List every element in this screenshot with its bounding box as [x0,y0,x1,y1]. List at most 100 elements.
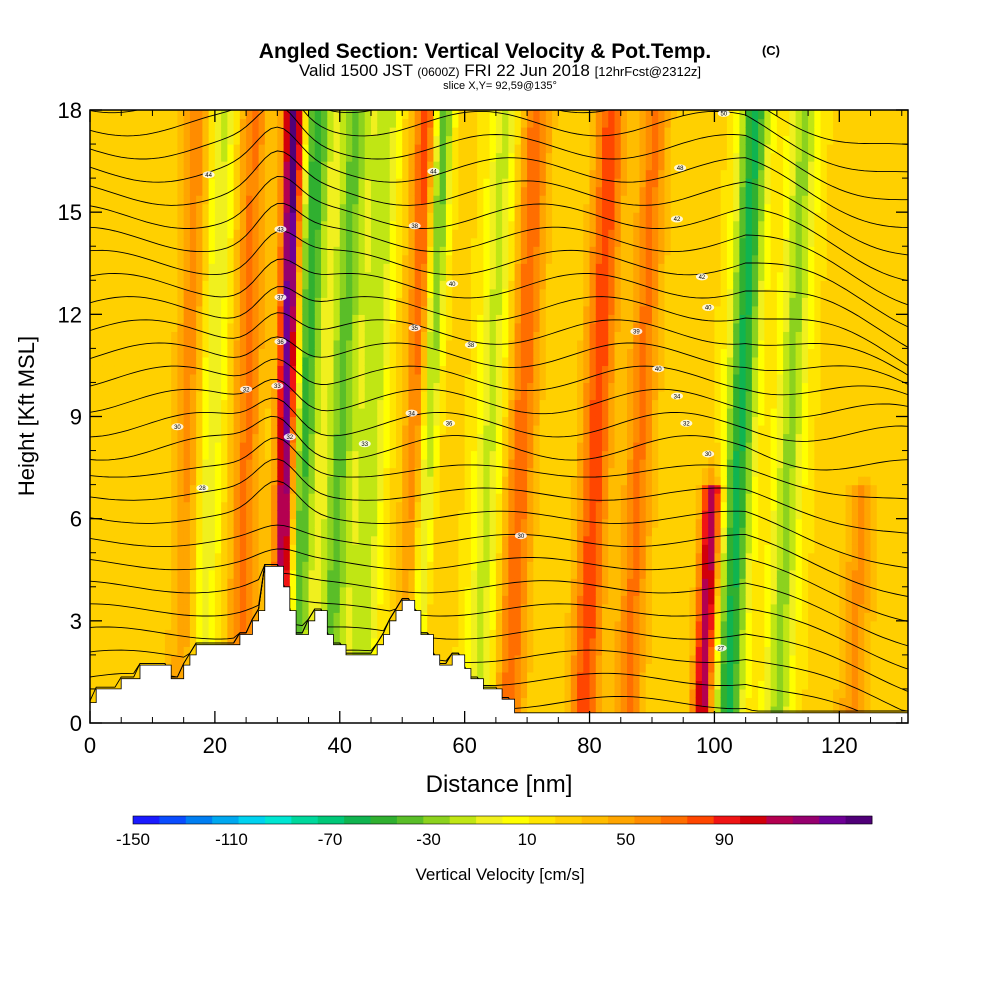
contour-label: 28 [199,486,206,492]
colorbar-swatch [555,816,583,824]
theta-contour [90,548,908,622]
theta-contour [90,110,908,201]
colorbar-tick-label: -150 [116,830,150,849]
theta-contour [90,176,908,282]
contour-label: 40 [655,367,662,373]
contour-label: 40 [705,306,712,312]
y-tick-label: 15 [58,200,82,225]
theta-contour [90,358,908,396]
contour-label: 36 [277,340,284,346]
colorbar-swatch [608,816,635,824]
colorbar-swatch [238,816,266,824]
contour-label-bg [670,392,683,400]
contour-label: 42 [674,217,681,223]
y-tick-label: 0 [70,711,82,736]
colorbar-swatch [449,816,477,824]
theta-contour [90,564,908,712]
theta-contour [90,564,908,647]
colorbar-swatch [212,816,239,824]
chart-title: Angled Section: Vertical Velocity & Pot.… [259,40,711,63]
theta-contour [90,378,908,419]
contour-label-bg [464,341,477,349]
contour-label: 39 [633,330,640,336]
contour-label-bg [514,532,527,540]
velocity-heatmap [90,110,908,723]
contour-label-bg [702,304,715,312]
theta-contour [90,524,908,597]
terrain [89,565,909,724]
contour-label: 48 [677,166,684,172]
colorbar-swatch [291,816,319,824]
colorbar-swatch [792,816,820,824]
contour-label-bg [674,164,687,172]
y-tick-label: 6 [70,507,82,532]
contour-label-bg [171,423,184,431]
x-tick-label: 40 [328,733,352,758]
theta-contour [90,258,908,348]
colorbar-tick-label: 90 [715,830,734,849]
colorbar-swatch [581,816,609,824]
contour-label: 38 [468,343,475,349]
x-tick-label: 0 [84,733,96,758]
subtitle-zulu: (0600Z) [417,65,459,79]
terrain-mask [89,565,909,724]
colorbar-swatch [396,816,424,824]
colorbar-frame [132,815,873,825]
x-tick-label: 20 [203,733,227,758]
x-axis-label: Distance [nm] [426,771,573,798]
theta-contour [90,480,908,569]
y-axis-label: Height [Kft MSL] [14,336,39,496]
contour-label-bg [196,484,209,492]
slice-info: slice X,Y= 92,59@135° [443,80,557,92]
contour-label: 27 [717,646,724,652]
colorbar-swatch [344,816,371,824]
theta-contour [90,110,908,173]
y-tick-label: 9 [70,405,82,430]
contour-label: 30 [174,425,181,431]
title-mark: (C) [762,43,780,58]
potential-temperature-contours [90,110,908,712]
theta-contour [90,286,908,367]
theta-contour [90,415,908,471]
theta-contour [90,437,908,500]
contour-label-bg [202,171,215,179]
theta-contour [90,150,908,256]
colorbar-swatch [528,816,556,824]
contour-label: 50 [720,112,727,118]
contour-label: 33 [274,384,281,390]
theta-contour [90,126,908,229]
colorbar-swatch [766,816,794,824]
contour-label: 30 [705,452,712,458]
x-tick-label: 60 [452,733,476,758]
colorbar-swatch [185,816,213,824]
colorbar-swatch [713,816,741,824]
contour-label-bg [717,109,730,117]
colorbar-swatch [740,816,767,824]
colorbar-swatch [370,816,398,824]
colorbar: -150 -110 -70 -30 10 50 90 [116,815,873,849]
contour-label-bg [630,327,643,335]
colorbar-tick-label: 10 [518,830,537,849]
contour-label-bg [408,324,421,332]
y-tick-label: 12 [58,302,82,327]
contour-label: 34 [674,394,681,400]
colorbar-tick-label: 50 [616,830,635,849]
theta-contour [90,397,908,442]
contour-label-bg [274,338,287,346]
colorbar-swatch [660,816,688,824]
contour-label-bg [680,419,693,427]
colorbar-swatch [634,816,662,824]
theta-contour [90,110,908,146]
x-tick-label: 80 [577,733,601,758]
contour-label: 37 [277,296,284,302]
colorbar-swatch [133,816,160,824]
colorbar-swatch [502,816,530,824]
contour-labels: 30 28 44 32 43 37 36 33 32 33 38 35 34 44 40 36 38 30 39 40… [171,109,730,652]
contour-label-bg [670,215,683,223]
theta-contour [90,336,908,385]
contour-label: 30 [518,534,525,540]
contour-label: 34 [408,411,415,417]
contour-label: 38 [411,224,418,230]
